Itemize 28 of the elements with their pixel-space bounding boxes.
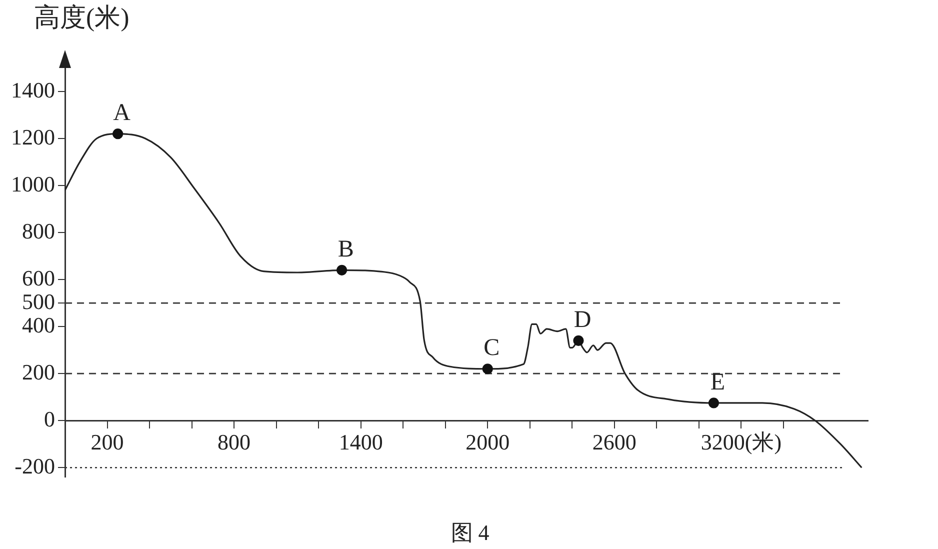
- point: [336, 264, 348, 276]
- x-tick-label: 2000: [466, 430, 510, 455]
- point: [482, 364, 493, 374]
- point: [112, 128, 124, 140]
- x-tick-label: 200: [90, 430, 124, 455]
- annotation: C: [484, 335, 500, 362]
- y-tick-label: 800: [22, 218, 55, 244]
- y-tick-label: 1000: [11, 171, 55, 196]
- x-tick-label: 2600: [592, 430, 636, 455]
- x-tick-label: 3200(米): [700, 430, 782, 455]
- annotation: B: [338, 236, 354, 262]
- y-axis-title: 高度(米): [34, 2, 130, 32]
- y-tick-label: 500: [22, 288, 55, 314]
- annotation: A: [113, 100, 132, 126]
- caption: 图 4: [450, 520, 490, 545]
- x-tick-label: 800: [218, 430, 251, 455]
- annotation: E: [710, 369, 726, 396]
- y-tick-label: 0: [44, 406, 55, 432]
- y-tick-label: 1200: [11, 124, 55, 150]
- annotation: D: [574, 306, 592, 333]
- point: [573, 335, 584, 346]
- y-tick-label: 1400: [11, 77, 55, 102]
- y-tick-label: 200: [22, 359, 55, 384]
- y-tick-label: 400: [22, 312, 55, 338]
- y-tick-label: -200: [14, 453, 55, 478]
- point: [708, 398, 720, 408]
- x-tick-label: 1400: [338, 430, 383, 455]
- y-tick-label: 600: [22, 265, 55, 290]
